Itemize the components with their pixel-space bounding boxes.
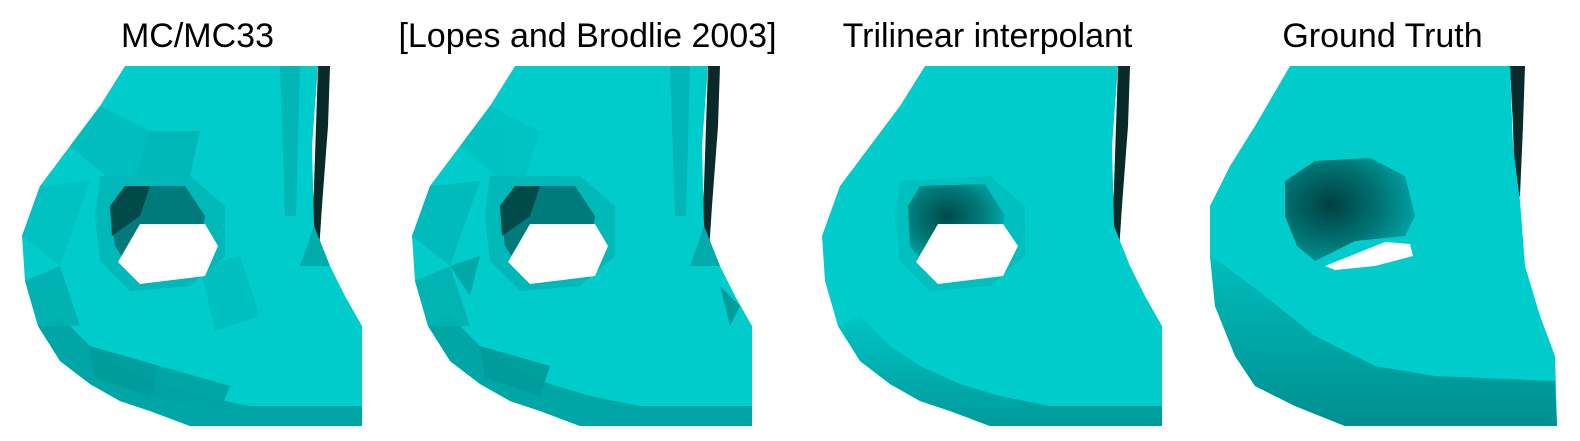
rim-band [38, 316, 362, 426]
facet-shading [22, 66, 330, 411]
hole-opening [118, 224, 218, 284]
panel-ground-truth: Ground Truth [1185, 0, 1580, 441]
panel-title: Trilinear interpolant [842, 17, 1133, 55]
mesh-render [390, 66, 785, 441]
mesh-render [0, 66, 395, 441]
hole-opening [1325, 242, 1413, 270]
hole-wall [1285, 158, 1415, 261]
hole-opening [916, 224, 1018, 284]
panel-trilinear: Trilinear interpolant [790, 0, 1185, 441]
rim-band [428, 316, 752, 426]
panel-lopes-brodlie: [Lopes and Brodlie 2003] [390, 0, 785, 441]
back-edge [1110, 66, 1130, 266]
rim-band [838, 316, 1162, 426]
panel-mc-mc33: MC/MC33 [0, 0, 395, 441]
back-edge [700, 66, 720, 266]
rim-band [1210, 256, 1557, 426]
mesh-render [790, 66, 1185, 441]
back-edge [310, 66, 330, 266]
back-edge [1510, 66, 1525, 201]
panel-title: [Lopes and Brodlie 2003] [398, 17, 777, 55]
facet-shading [412, 66, 740, 396]
mesh-render [1185, 66, 1580, 441]
hole-opening [508, 224, 608, 284]
panel-title: MC/MC33 [120, 17, 275, 55]
panel-title: Ground Truth [1282, 17, 1483, 55]
